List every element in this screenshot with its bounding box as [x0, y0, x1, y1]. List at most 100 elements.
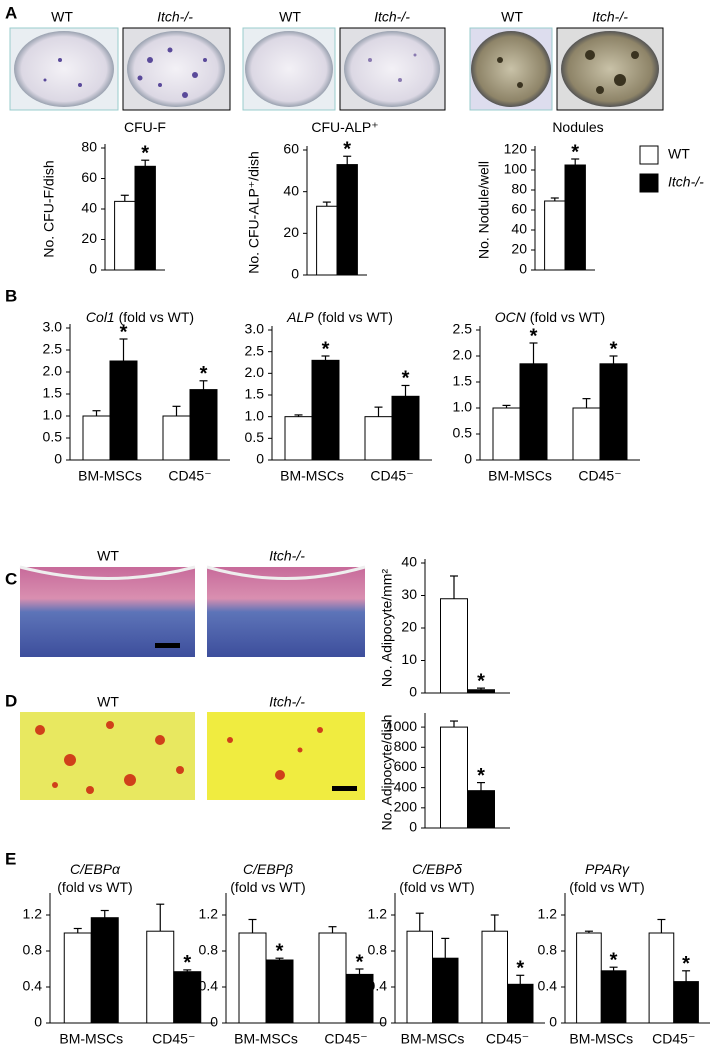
y-tick-label: 20 — [81, 230, 97, 246]
error-bar — [450, 720, 458, 728]
photo-label: WT — [279, 9, 301, 25]
bar — [492, 407, 521, 461]
y-tick-label: 80 — [511, 181, 527, 197]
significance-star: * — [141, 142, 149, 164]
y-tick-label: 20 — [511, 241, 527, 257]
x-tick-label: CD45⁻ — [370, 468, 413, 484]
y-tick-label: 3.0 — [43, 319, 63, 335]
y-tick-label: 0 — [549, 1014, 557, 1030]
chart-title: Col1 (fold vs WT) — [86, 309, 194, 325]
legend-label: Itch-/- — [668, 174, 704, 190]
error-bar — [477, 687, 485, 690]
error-bar — [657, 918, 666, 933]
x-tick-label: BM-MSCs — [59, 1031, 123, 1047]
y-tick-label: 0 — [379, 1014, 387, 1030]
y-tick-label: 0.4 — [23, 978, 43, 994]
y-tick-label: 1.0 — [245, 407, 265, 423]
significance-star: * — [343, 139, 351, 161]
y-tick-label: 2.5 — [453, 321, 473, 337]
y-tick-label: 1000 — [386, 718, 417, 734]
y-tick-label: 2.0 — [453, 347, 473, 363]
photo — [20, 567, 195, 657]
gene-name: PPARγ — [585, 861, 630, 877]
error-bar — [172, 405, 181, 416]
bar — [576, 932, 602, 1024]
x-tick-label: BM-MSCs — [280, 468, 344, 484]
bar — [173, 971, 202, 1024]
error-bar — [450, 575, 458, 599]
photo — [344, 31, 440, 107]
chart-title: ALP (fold vs WT) — [286, 309, 393, 325]
x-tick-label: BM-MSCs — [488, 468, 552, 484]
y-tick-label: 1.2 — [23, 906, 43, 922]
bar — [90, 917, 119, 1024]
error-bar — [321, 355, 330, 361]
y-tick-label: 100 — [504, 161, 528, 177]
gene-name: OCN — [495, 309, 527, 325]
bar — [572, 407, 601, 461]
y-tick-label: 0.5 — [245, 429, 265, 445]
y-tick-label: 0 — [409, 684, 417, 700]
y-tick-label: 1.2 — [538, 906, 558, 922]
scale-bar — [155, 643, 180, 648]
y-tick-label: 80 — [81, 139, 97, 155]
x-tick-label: BM-MSCs — [569, 1031, 633, 1047]
chart-title: C/EBPδ (fold vs WT) — [399, 861, 474, 895]
photo-label: WT — [97, 548, 119, 564]
y-axis-label: No. Nodule/well — [476, 161, 492, 259]
error-bar — [248, 918, 257, 933]
title-text: (fold vs WT) — [57, 879, 132, 895]
chart-title: CFU-ALP⁺ — [311, 119, 378, 135]
y-tick-label: 0 — [519, 261, 527, 277]
y-tick-label: 2.5 — [43, 341, 63, 357]
bar — [238, 932, 267, 1024]
bar — [189, 389, 218, 461]
y-tick-label: 1.2 — [368, 906, 388, 922]
photo-label: WT — [501, 9, 523, 25]
bar — [481, 930, 508, 1024]
y-tick-label: 0.8 — [368, 942, 388, 958]
adipocytes — [35, 721, 323, 794]
photo-label: Itch-/- — [157, 9, 193, 25]
x-tick-label: CD45⁻ — [152, 1031, 195, 1047]
bar — [599, 363, 628, 461]
bar — [391, 395, 420, 461]
error-bar — [199, 380, 208, 390]
bar — [564, 164, 586, 271]
y-tick-label: 600 — [394, 758, 418, 774]
y-tick-label: 1.2 — [199, 906, 219, 922]
legend-swatch — [639, 173, 659, 193]
bar — [265, 959, 294, 1024]
bar — [134, 165, 156, 271]
chart-title: C/EBPβ (fold vs WT) — [230, 861, 305, 895]
y-tick-label: 40 — [511, 221, 527, 237]
y-tick-label: 400 — [394, 778, 418, 794]
y-tick-label: 3.0 — [245, 321, 265, 337]
error-bar — [355, 968, 364, 975]
y-tick-label: 800 — [394, 738, 418, 754]
x-tick-label: BM-MSCs — [401, 1031, 465, 1047]
photo-label: Itch-/- — [269, 694, 305, 710]
x-tick-label: CD45⁻ — [578, 468, 621, 484]
legend-label: WT — [668, 146, 690, 162]
bar — [336, 164, 358, 276]
y-tick-label: 60 — [511, 201, 527, 217]
error-bar — [73, 927, 82, 933]
error-bar — [516, 974, 525, 985]
error-bar — [141, 159, 150, 167]
panel-letter: B — [5, 286, 17, 305]
error-bar — [374, 406, 383, 417]
gene-name: C/EBPα — [70, 861, 121, 877]
bar — [432, 957, 459, 1024]
gene-name: C/EBPβ — [243, 861, 293, 877]
error-bar — [92, 410, 101, 416]
error-bar — [571, 158, 580, 165]
photo-edge — [19, 565, 196, 580]
photo-label: Itch-/- — [269, 548, 305, 564]
x-tick-label: CD45⁻ — [168, 468, 211, 484]
significance-star: * — [276, 940, 284, 962]
chart-title: CFU-F — [124, 119, 166, 135]
bar — [507, 983, 534, 1024]
title-text: (fold vs WT) — [314, 309, 393, 325]
